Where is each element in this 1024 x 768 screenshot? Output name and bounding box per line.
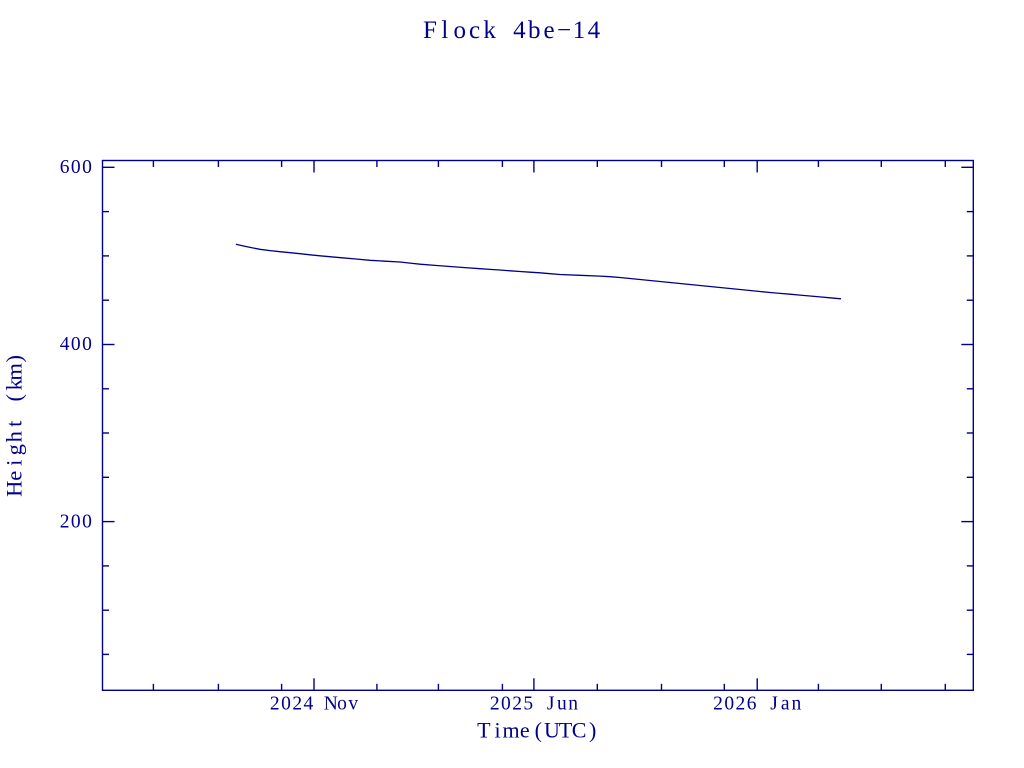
svg-text:2: 2 (60, 511, 70, 532)
svg-text:): ) (589, 717, 596, 742)
svg-text:0: 0 (71, 334, 81, 355)
svg-text:4: 4 (588, 17, 601, 44)
svg-text:u: u (557, 694, 567, 715)
svg-text:): ) (2, 355, 27, 363)
svg-text:U: U (544, 717, 560, 742)
svg-text:v: v (348, 694, 358, 715)
svg-text:H: H (2, 481, 27, 497)
svg-text:2: 2 (490, 694, 500, 715)
svg-text:C: C (572, 717, 587, 742)
svg-text:o: o (454, 17, 467, 44)
svg-text:n: n (568, 694, 578, 715)
svg-text:i: i (2, 460, 27, 466)
svg-text:e: e (544, 17, 555, 44)
svg-text:t: t (2, 420, 27, 427)
svg-text:F: F (423, 17, 437, 44)
svg-text:c: c (469, 17, 480, 44)
svg-text:−: − (557, 17, 571, 44)
svg-text:e: e (520, 717, 530, 742)
svg-text:0: 0 (82, 511, 92, 532)
svg-text:2: 2 (512, 694, 522, 715)
svg-text:l: l (441, 17, 448, 44)
svg-text:0: 0 (71, 157, 81, 178)
svg-text:0: 0 (71, 511, 81, 532)
svg-text:e: e (2, 471, 27, 481)
svg-text:o: o (337, 694, 347, 715)
svg-text:(: ( (2, 394, 27, 402)
svg-text:2: 2 (270, 694, 280, 715)
svg-text:6: 6 (747, 694, 757, 715)
svg-text:0: 0 (281, 694, 291, 715)
svg-text:0: 0 (724, 694, 734, 715)
svg-text:g: g (2, 444, 27, 455)
svg-text:T: T (559, 717, 573, 742)
svg-text:n: n (792, 694, 802, 715)
svg-text:4: 4 (513, 17, 526, 44)
svg-text:J: J (770, 694, 778, 715)
svg-text:h: h (2, 431, 27, 442)
svg-text:4: 4 (60, 334, 70, 355)
svg-text:m: m (2, 363, 27, 381)
svg-text:T: T (477, 717, 491, 742)
svg-text:b: b (528, 17, 541, 44)
svg-text:0: 0 (501, 694, 511, 715)
svg-text:J: J (547, 694, 555, 715)
svg-text:a: a (781, 694, 790, 715)
svg-text:m: m (503, 717, 520, 742)
svg-text:6: 6 (60, 157, 70, 178)
svg-text:N: N (324, 694, 338, 715)
svg-text:1: 1 (573, 17, 586, 44)
svg-text:2: 2 (736, 694, 746, 715)
svg-text:2: 2 (713, 694, 723, 715)
svg-text:5: 5 (523, 694, 533, 715)
svg-text:4: 4 (304, 694, 314, 715)
svg-text:i: i (494, 717, 500, 742)
svg-text:0: 0 (82, 157, 92, 178)
svg-text:0: 0 (82, 334, 92, 355)
svg-text:k: k (2, 378, 27, 390)
svg-text:(: ( (535, 717, 542, 742)
svg-text:2: 2 (292, 694, 302, 715)
svg-text:k: k (483, 17, 496, 44)
